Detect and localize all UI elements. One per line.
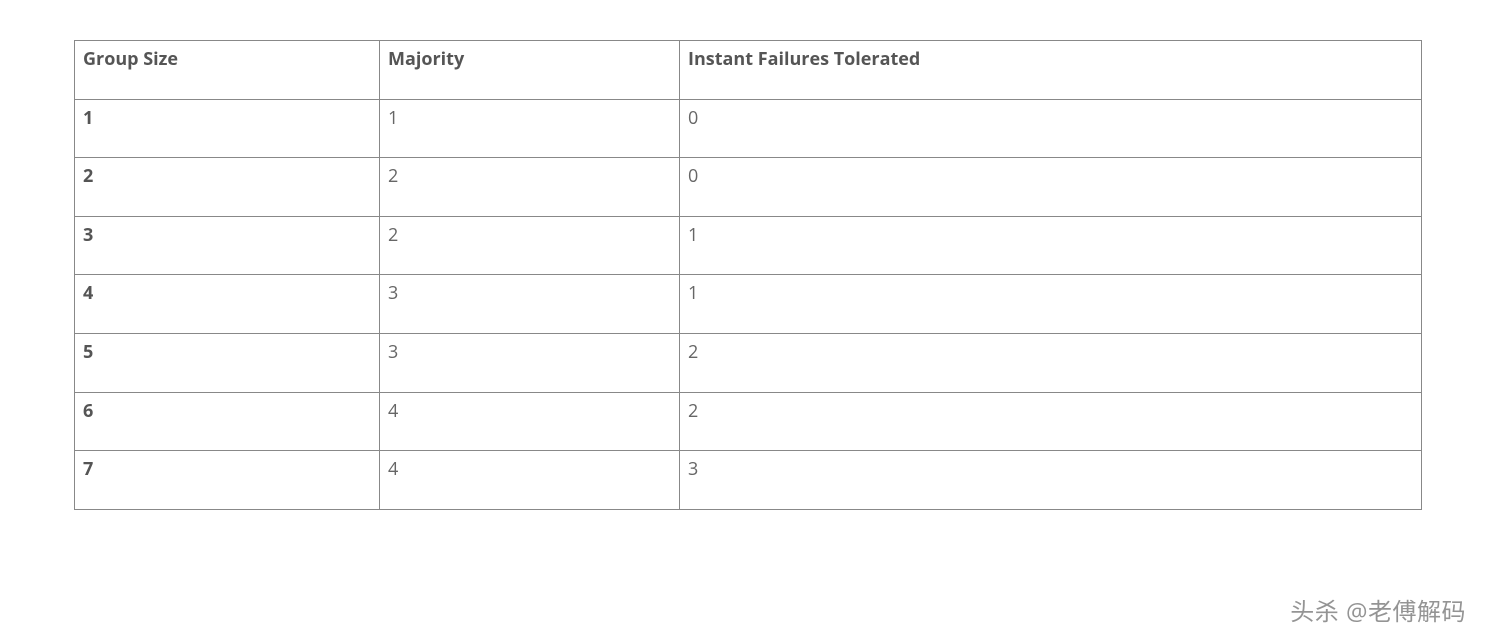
table-row: 5 3 2	[75, 333, 1422, 392]
cell-majority: 1	[380, 99, 680, 158]
cell-group-size: 4	[75, 275, 380, 334]
cell-group-size: 1	[75, 99, 380, 158]
table-container: Group Size Majority Instant Failures Tol…	[0, 0, 1496, 510]
col-header-group-size: Group Size	[75, 41, 380, 100]
fault-tolerance-table: Group Size Majority Instant Failures Tol…	[74, 40, 1422, 510]
cell-majority: 3	[380, 333, 680, 392]
col-header-majority: Majority	[380, 41, 680, 100]
table-row: 4 3 1	[75, 275, 1422, 334]
cell-majority: 4	[380, 451, 680, 510]
cell-majority: 4	[380, 392, 680, 451]
cell-failures: 1	[680, 275, 1422, 334]
cell-group-size: 6	[75, 392, 380, 451]
cell-majority: 3	[380, 275, 680, 334]
cell-failures: 2	[680, 333, 1422, 392]
cell-majority: 2	[380, 216, 680, 275]
table-row: 6 4 2	[75, 392, 1422, 451]
col-header-failures: Instant Failures Tolerated	[680, 41, 1422, 100]
table-row: 2 2 0	[75, 158, 1422, 217]
cell-failures: 1	[680, 216, 1422, 275]
cell-group-size: 5	[75, 333, 380, 392]
cell-majority: 2	[380, 158, 680, 217]
table-body: 1 1 0 2 2 0 3 2 1 4 3 1 5 3 2	[75, 99, 1422, 509]
cell-failures: 0	[680, 158, 1422, 217]
watermark-text: 头杀 @老傅解码	[1290, 592, 1466, 628]
cell-group-size: 3	[75, 216, 380, 275]
table-row: 7 4 3	[75, 451, 1422, 510]
table-row: 3 2 1	[75, 216, 1422, 275]
header-row: Group Size Majority Instant Failures Tol…	[75, 41, 1422, 100]
cell-failures: 3	[680, 451, 1422, 510]
cell-group-size: 7	[75, 451, 380, 510]
cell-failures: 2	[680, 392, 1422, 451]
cell-failures: 0	[680, 99, 1422, 158]
table-row: 1 1 0	[75, 99, 1422, 158]
cell-group-size: 2	[75, 158, 380, 217]
table-header: Group Size Majority Instant Failures Tol…	[75, 41, 1422, 100]
